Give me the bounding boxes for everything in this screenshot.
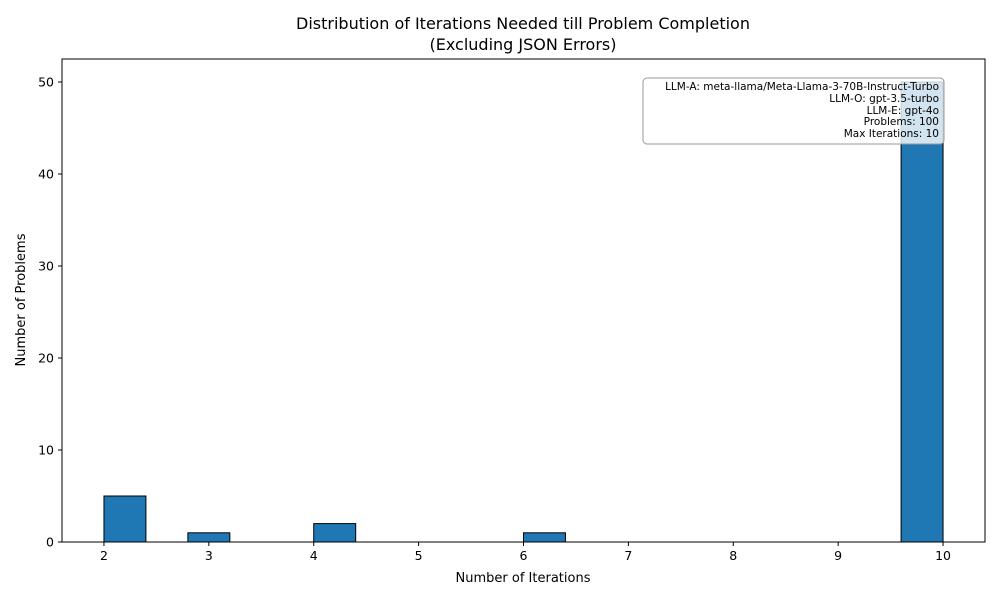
info-problems: Problems: 100: [864, 116, 939, 128]
y-tick-label: 30: [38, 259, 54, 274]
info-box-background: [642, 77, 945, 145]
y-tick-label: 50: [38, 75, 54, 90]
info-llm-o: LLM-O: gpt-3.5-turbo: [829, 93, 939, 105]
chart-subtitle: (Excluding JSON Errors): [429, 35, 616, 54]
x-tick-label: 7: [624, 548, 632, 563]
y-axis-label: Number of Problems: [14, 233, 29, 366]
x-tick-label: 3: [205, 548, 213, 563]
y-axis-ticks: 0 10 20 30 40 50: [38, 75, 62, 550]
y-tick-label: 10: [38, 443, 54, 458]
x-tick-label: 10: [935, 548, 951, 563]
chart-title: Distribution of Iterations Needed till P…: [296, 14, 750, 33]
y-tick-label: 20: [38, 351, 54, 366]
info-llm-e: LLM-E: gpt-4o: [867, 105, 939, 117]
x-tick-label: 6: [520, 548, 528, 563]
y-tick-label: 40: [38, 167, 54, 182]
histogram-bar: [103, 495, 147, 543]
histogram-bar: [187, 532, 231, 543]
histogram-bar: [523, 532, 566, 543]
info-max-iterations: Max Iterations: 10: [844, 128, 939, 140]
y-tick-label: 0: [46, 535, 54, 550]
x-tick-label: 5: [415, 548, 423, 563]
x-tick-label: 4: [310, 548, 318, 563]
x-axis-ticks: 2 3 4 5 6 7 8 9 10: [100, 542, 951, 563]
x-axis-label: Number of Iterations: [456, 571, 591, 586]
info-llm-a: LLM-A: meta-llama/Meta-Llama-3-70B-Instr…: [665, 81, 939, 93]
x-tick-label: 8: [729, 548, 737, 563]
histogram-bar: [900, 81, 944, 543]
x-tick-label: 9: [834, 548, 842, 563]
histogram-bar: [313, 523, 357, 543]
info-box: LLM-A: meta-llama/Meta-Llama-3-70B-Instr…: [642, 77, 945, 145]
x-tick-label: 2: [100, 548, 108, 563]
